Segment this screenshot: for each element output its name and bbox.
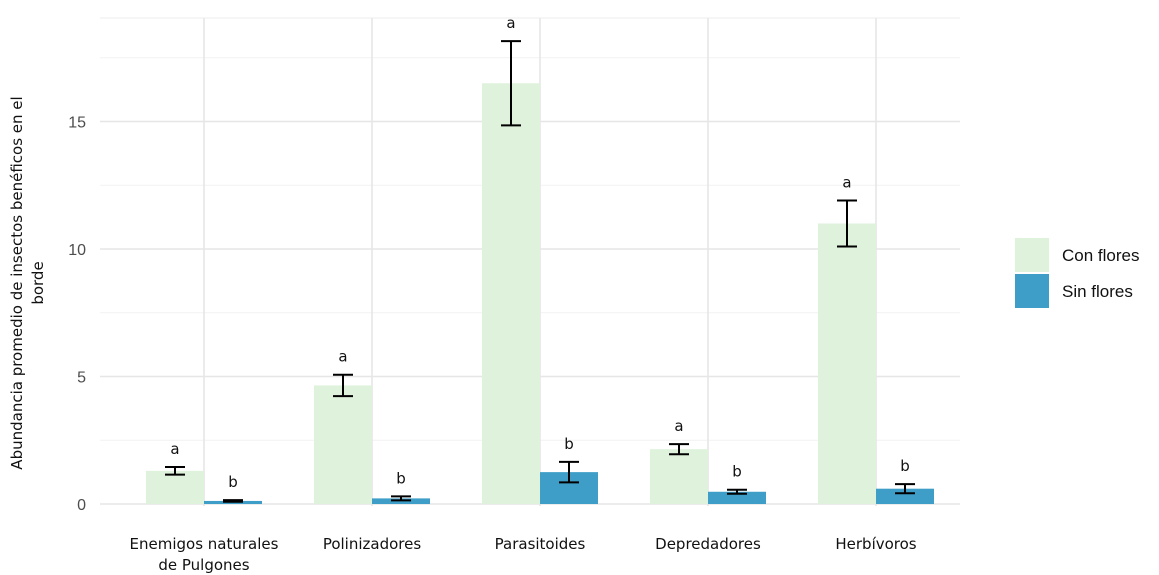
x-category-label: Parasitoides	[495, 535, 586, 553]
x-category-label: Enemigos naturales	[130, 535, 279, 553]
legend-swatch	[1015, 274, 1049, 308]
y-tick-label: 15	[68, 115, 86, 132]
significance-label: b	[732, 463, 742, 481]
legend-label: Sin flores	[1062, 282, 1133, 301]
y-axis-ticks: 0 5 10 15	[68, 115, 86, 515]
significance-label: b	[396, 469, 406, 487]
legend-label: Con flores	[1062, 246, 1139, 265]
bar	[482, 83, 540, 504]
x-axis-categories: Enemigos naturales de Pulgones Polinizador…	[130, 535, 917, 574]
legend: Con flores Sin flores	[1015, 238, 1139, 308]
bar	[314, 385, 372, 504]
x-category-label: Herbívoros	[835, 535, 916, 553]
bars	[146, 83, 934, 504]
significance-label: b	[564, 435, 574, 453]
y-tick-label: 0	[77, 497, 86, 514]
significance-label: a	[338, 348, 347, 366]
significance-labels: a a a a a b b b b b	[170, 14, 909, 491]
error-bars	[165, 40, 915, 503]
bar	[708, 491, 766, 504]
significance-label: a	[842, 174, 851, 192]
y-tick-label: 5	[77, 370, 86, 387]
x-category-label: Polinizadores	[323, 535, 422, 553]
y-axis-label-line: Abundancia promedio de insectos benéfico…	[8, 96, 26, 469]
significance-label: b	[228, 473, 238, 491]
bar	[650, 449, 708, 504]
bar	[818, 223, 876, 504]
significance-label: b	[900, 457, 910, 475]
significance-label: a	[506, 14, 515, 32]
significance-label: a	[674, 417, 683, 435]
legend-swatch	[1015, 238, 1049, 272]
y-axis-label-line: borde	[29, 261, 47, 304]
x-category-label: Depredadores	[655, 535, 761, 553]
y-tick-label: 10	[68, 242, 86, 259]
bar	[876, 488, 934, 504]
y-axis-label: Abundancia promedio de insectos benéfico…	[8, 96, 47, 469]
bar	[146, 470, 204, 504]
significance-label: a	[170, 440, 179, 458]
x-category-label: de Pulgones	[158, 556, 249, 574]
